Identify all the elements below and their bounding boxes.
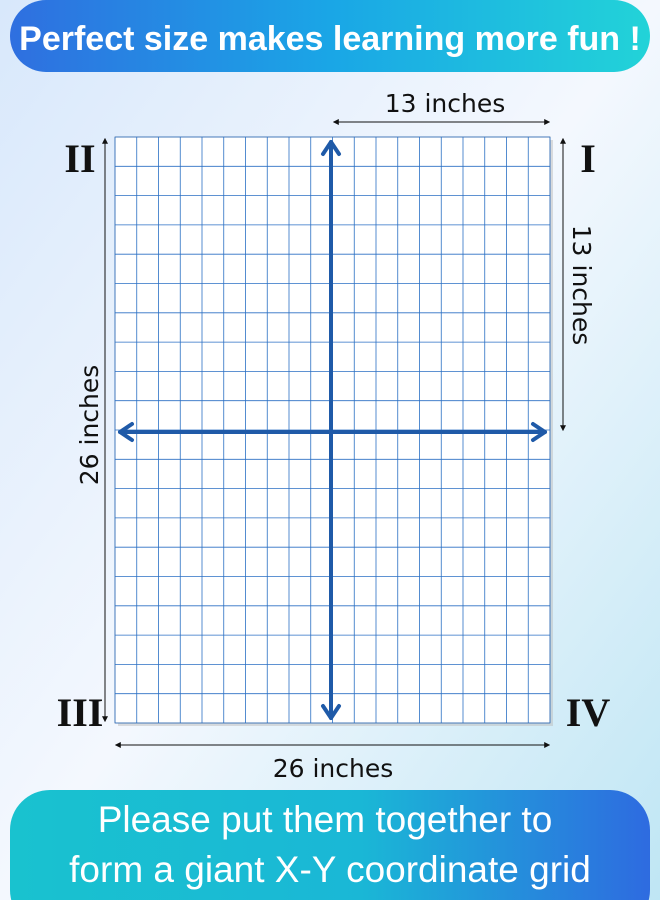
- quadrant-label: IV: [566, 690, 611, 735]
- header-banner: [10, 0, 650, 72]
- dim-label: 26 inches: [273, 754, 394, 783]
- quadrant-label: I: [580, 136, 596, 181]
- quadrant-label: III: [57, 690, 104, 735]
- quadrant-label: II: [64, 136, 95, 181]
- dim-label: 13 inches: [385, 89, 506, 118]
- arrow-head: [531, 422, 547, 442]
- dim-label: 26 inches: [75, 365, 104, 486]
- axes: [118, 140, 547, 720]
- header-title: Perfect size makes learning more fun !: [19, 20, 641, 58]
- arrow-head: [321, 704, 341, 720]
- dimension-arrows: [102, 119, 566, 748]
- arrow-head: [118, 422, 134, 442]
- footer-banner: [10, 790, 650, 900]
- arrow-head: [321, 140, 341, 156]
- footer-line: Please put them together to: [98, 799, 553, 840]
- footer-line: form a giant X-Y coordinate grid: [69, 849, 591, 890]
- dim-label: 13 inches: [567, 225, 596, 346]
